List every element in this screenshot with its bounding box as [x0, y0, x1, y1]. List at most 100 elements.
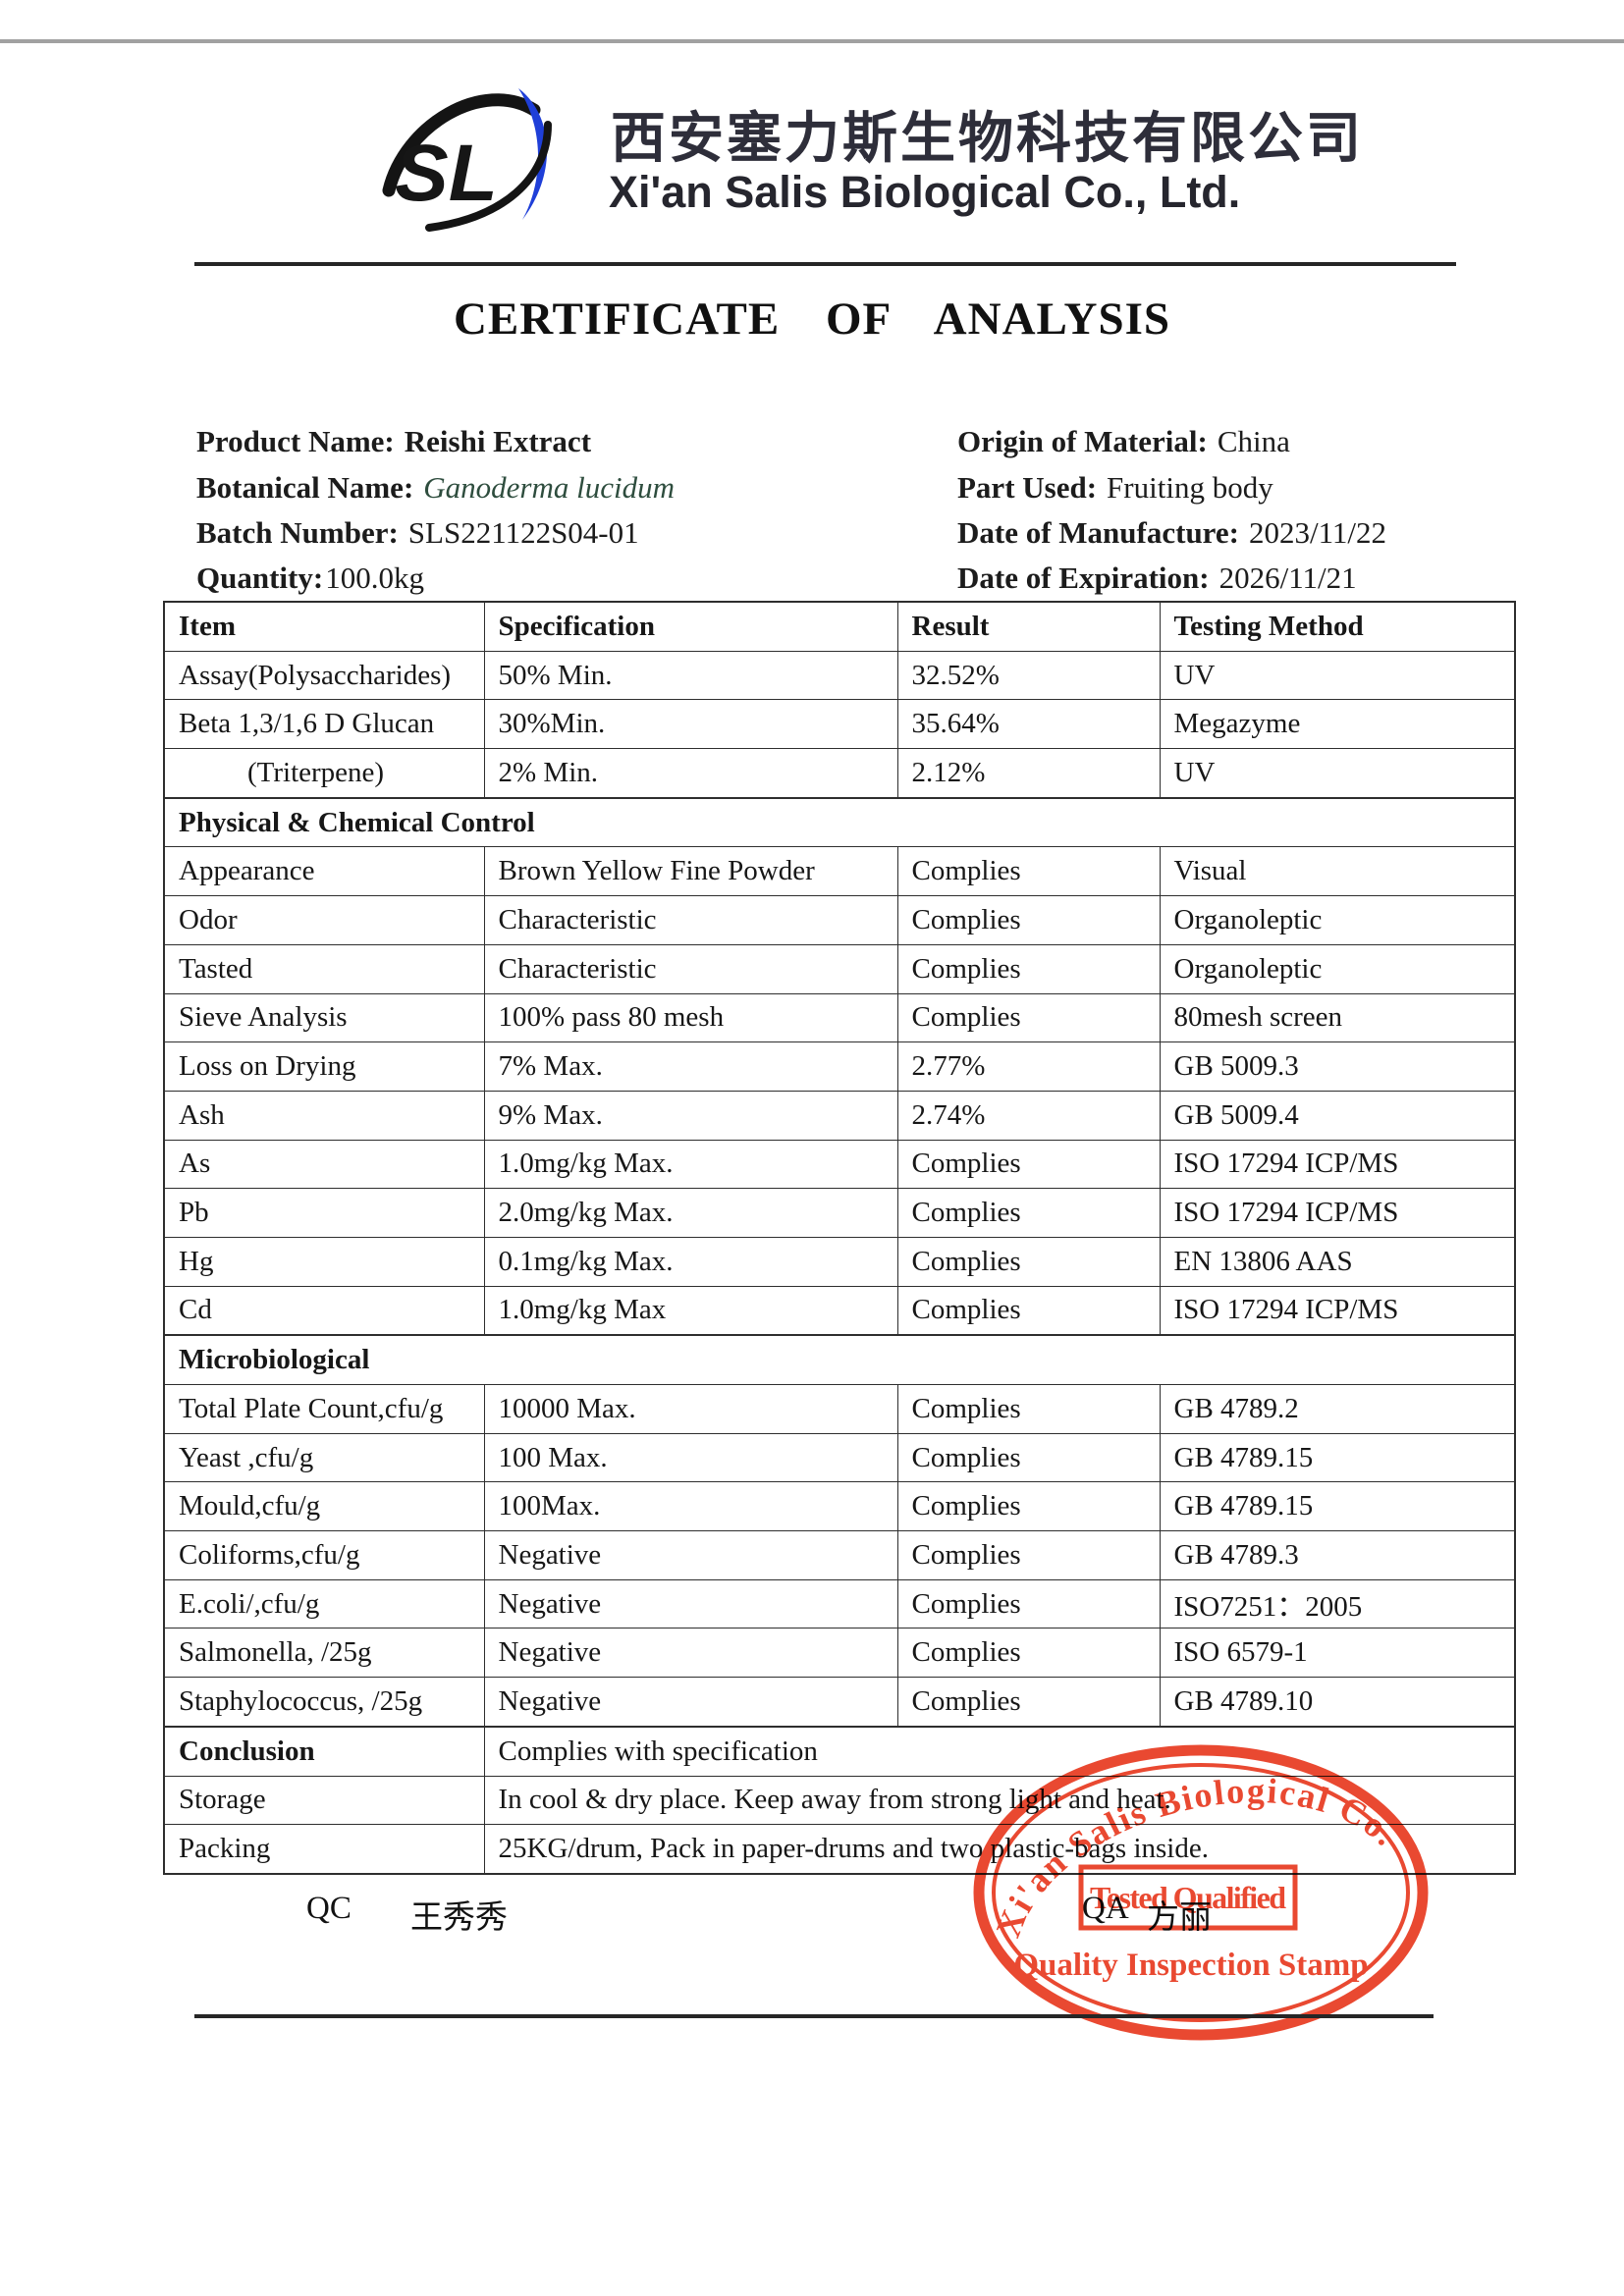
- qc-name: 王秀秀: [410, 1900, 508, 1936]
- stamp-bottom-text: Quality Inspection Stamp: [1013, 1948, 1368, 1983]
- table-cell: Assay(Polysaccharides): [163, 650, 485, 701]
- table-cell: 7% Max.: [483, 1041, 898, 1092]
- table-cell: Loss on Drying: [163, 1041, 485, 1092]
- table-cell: Odor: [163, 895, 485, 945]
- field-date-expiration: Date of Expiration: 2026/11/21: [957, 561, 1357, 596]
- stamp-box: [1078, 1864, 1298, 1931]
- table-row-data: Odor Characteristic Complies Organoleptic: [163, 895, 1516, 945]
- table-row-data: As 1.0mg/kg Max. Complies ISO 17294 ICP/MS: [163, 1139, 1516, 1190]
- table-cell: Complies: [896, 1139, 1161, 1190]
- table-cell: Complies: [896, 1481, 1161, 1532]
- table-row-data: Assay(Polysaccharides) 50% Min. 32.52% UV: [163, 650, 1516, 701]
- table-row-data: Yeast ,cfu/g 100 Max. Complies GB 4789.15: [163, 1432, 1516, 1483]
- company-name-english: Xi'an Salis Biological Co., Ltd.: [609, 167, 1241, 217]
- table-cell: E.coli/,cfu/g: [163, 1578, 485, 1629]
- table-row-data: Pb 2.0mg/kg Max. Complies ISO 17294 ICP/MS: [163, 1188, 1516, 1238]
- table-row-data: Appearance Brown Yellow Fine Powder Compli…: [163, 846, 1516, 897]
- botanical-value: Ganoderma lucidum: [423, 470, 676, 505]
- table-row-data: Sieve Analysis 100% pass 80 mesh Complies 8…: [163, 992, 1516, 1043]
- page-title: CERTIFICATE OF ANALYSIS: [453, 294, 1171, 345]
- qa-signoff: QA: [1082, 1891, 1129, 1927]
- table-row-data: Staphylococcus, /25g Negative Complies GB 4…: [163, 1677, 1516, 1728]
- table-cell: 50% Min.: [483, 650, 898, 701]
- stamp-outer-ring: [973, 1744, 1429, 2041]
- table-row-data: Total Plate Count,cfu/g 10000 Max. Complie…: [163, 1384, 1516, 1434]
- table-cell: 2% Min.: [483, 748, 898, 799]
- logo-swoosh-blue: [518, 88, 548, 220]
- table-row-kv: Packing 25KG/drum, Pack in paper-drums an…: [163, 1824, 1516, 1875]
- table-cell: 9% Max.: [483, 1090, 898, 1141]
- field-part-used: Part Used: Fruiting body: [957, 470, 1273, 506]
- stamp-box-text: Tested Qualified: [1090, 1880, 1286, 1915]
- field-label: Botanical Name:: [196, 470, 414, 505]
- company-logo: SL: [382, 88, 552, 232]
- table-cell: 0.1mg/kg Max.: [483, 1236, 898, 1287]
- table-cell: Negative: [483, 1628, 898, 1679]
- table-cell: ISO 17294 ICP/MS: [1159, 1285, 1516, 1336]
- table-cell: Beta 1,3/1,6 D Glucan: [163, 699, 485, 750]
- table-cell: 30%Min.: [483, 699, 898, 750]
- table-cell: Complies: [896, 992, 1161, 1043]
- logo-swoosh-black-top: [382, 93, 541, 197]
- table-cell: EN 13806 AAS: [1159, 1236, 1516, 1287]
- table-cell: Appearance: [163, 846, 485, 897]
- table-cell: Complies: [896, 1578, 1161, 1629]
- table-cell: Complies: [896, 1677, 1161, 1728]
- table-cell: ISO 6579-1: [1159, 1628, 1516, 1679]
- table-cell: Microbiological: [163, 1334, 1516, 1386]
- table-cell: Megazyme: [1159, 699, 1516, 750]
- table-cell: Specification: [483, 601, 898, 652]
- table-cell: 10000 Max.: [483, 1384, 898, 1434]
- table-row-data: (Triterpene) 2% Min. 2.12% UV: [163, 748, 1516, 799]
- table-cell: GB 4789.15: [1159, 1432, 1516, 1483]
- field-value: SLS221122S04-01: [407, 515, 639, 550]
- table-cell: Packing: [163, 1824, 485, 1875]
- table-cell: GB 4789.2: [1159, 1384, 1516, 1434]
- field-label: Batch Number:: [196, 515, 399, 550]
- table-cell: Negative: [483, 1677, 898, 1728]
- table-cell: Staphylococcus, /25g: [163, 1677, 485, 1728]
- table-cell: Complies: [896, 1530, 1161, 1580]
- table-row-section: Microbiological: [163, 1334, 1516, 1386]
- table-cell: Physical & Chemical Control: [163, 796, 1516, 848]
- table-cell: Hg: [163, 1236, 485, 1287]
- table-cell: 2.77%: [896, 1041, 1161, 1092]
- table-cell: UV: [1159, 748, 1516, 799]
- table-cell: Complies: [896, 943, 1161, 994]
- table-cell: Result: [896, 601, 1161, 652]
- field-label: Date of Expiration:: [957, 561, 1210, 595]
- table-cell: GB 5009.3: [1159, 1041, 1516, 1092]
- table-cell: Complies: [896, 1188, 1161, 1238]
- field-value: Fruiting body: [1107, 470, 1273, 505]
- table-cell: Brown Yellow Fine Powder: [483, 846, 898, 897]
- table-cell: Complies: [896, 1384, 1161, 1434]
- table-cell: 2.0mg/kg Max.: [483, 1188, 898, 1238]
- table-cell: ISO7251：2005: [1159, 1578, 1516, 1629]
- table-row-data: Salmonella, /25g Negative Complies ISO 6579…: [163, 1628, 1516, 1679]
- table-cell: Negative: [483, 1530, 898, 1580]
- table-cell: Total Plate Count,cfu/g: [163, 1384, 485, 1434]
- table-row-data: Coliforms,cfu/g Negative Complies GB 4789.3: [163, 1530, 1516, 1580]
- table-cell: GB 4789.15: [1159, 1481, 1516, 1532]
- field-label: Part Used:: [957, 470, 1098, 505]
- table-row-data: Loss on Drying 7% Max. 2.77% GB 5009.3: [163, 1041, 1516, 1092]
- table-cell: 100Max.: [483, 1481, 898, 1532]
- field-value: 2023/11/22: [1248, 515, 1387, 550]
- table-cell: Yeast ,cfu/g: [163, 1432, 485, 1483]
- table-cell: Conclusion: [163, 1725, 485, 1777]
- table-cell: Tasted: [163, 943, 485, 994]
- table-cell: Characteristic: [483, 943, 898, 994]
- field-label: Origin of Material:: [957, 424, 1208, 458]
- field-botanical-name: Botanical Name: Ganoderma lucidum: [196, 470, 675, 506]
- table-cell: Ash: [163, 1090, 485, 1141]
- field-label: Date of Manufacture:: [957, 515, 1239, 550]
- table-cell: 100 Max.: [483, 1432, 898, 1483]
- table-row-header: Item Specification Result Testing Method: [163, 601, 1516, 652]
- table-cell: Organoleptic: [1159, 895, 1516, 945]
- table-cell: 100% pass 80 mesh: [483, 992, 898, 1043]
- table-cell: UV: [1159, 650, 1516, 701]
- field-value: China: [1217, 424, 1290, 458]
- qc-label: QC: [306, 1891, 352, 1926]
- table-cell: 2.74%: [896, 1090, 1161, 1141]
- field-product-name: Product Name: Reishi Extract: [196, 424, 591, 459]
